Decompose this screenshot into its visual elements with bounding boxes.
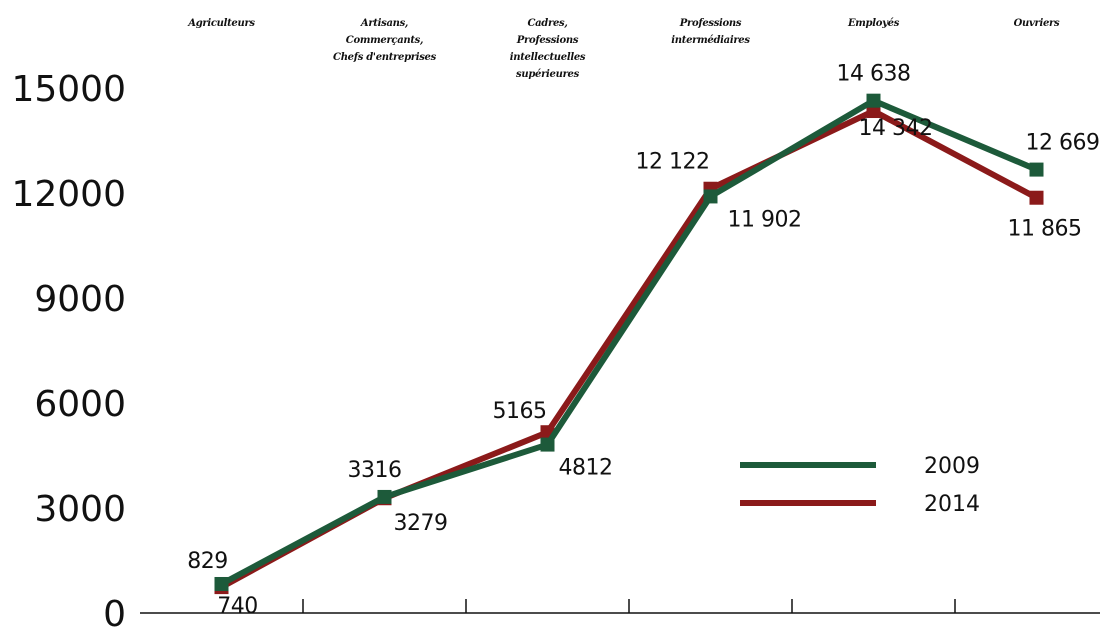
category-label-line: Chefs d'entreprises — [333, 52, 437, 63]
data-point-2009 — [377, 489, 392, 504]
category-label: Ouvriers — [1014, 18, 1061, 29]
data-point-2009 — [703, 189, 718, 204]
y-axis-ticks: 0 3000 6000 9000 12000 15000 — [11, 69, 126, 628]
data-label-2009: 12 669 — [1026, 131, 1100, 156]
data-label-2009: 829 — [187, 549, 228, 574]
y-tick-label: 9000 — [34, 279, 126, 320]
category-label-line: Ouvriers — [1014, 18, 1060, 29]
category-label-line: Professions — [679, 18, 742, 29]
data-labels: 829 3316 4812 11 902 14 638 12 669 740 3279 5165… — [187, 62, 1100, 619]
category-label-line: Professions — [516, 35, 579, 46]
data-label-2014: 740 — [217, 594, 258, 619]
category-labels: Agriculteurs Artisans, Commerçants, Chefs d… — [187, 18, 1060, 80]
legend: 2009 2014 — [740, 454, 980, 517]
category-label-line: Cadres, — [527, 18, 567, 29]
data-point-2009 — [540, 437, 555, 452]
legend-label: 2014 — [924, 492, 980, 517]
category-label: Employés — [847, 18, 900, 29]
y-tick-label: 6000 — [34, 384, 126, 425]
data-label-2014: 12 122 — [636, 150, 710, 175]
data-point-2014 — [1029, 190, 1044, 205]
category-label: Cadres, Professions intellectuelles supérie… — [510, 18, 586, 80]
data-point-2009 — [1029, 162, 1044, 177]
category-label-line: Commerçants, — [346, 35, 423, 46]
category-label: Artisans, Commerçants, Chefs d'entreprises — [333, 18, 437, 63]
category-label-line: intellectuelles — [510, 52, 586, 63]
y-tick-label: 12000 — [11, 174, 126, 215]
category-label: Professions intermédiaires — [671, 18, 750, 46]
data-label-2009: 11 902 — [728, 207, 802, 232]
y-tick-label: 0 — [103, 594, 126, 628]
category-label-line: Artisans, — [360, 18, 408, 29]
category-label-line: Employés — [847, 18, 900, 29]
data-point-2009 — [214, 576, 229, 591]
data-label-2009: 3316 — [348, 458, 402, 483]
category-label: Agriculteurs — [187, 18, 255, 29]
series-line-2009 — [218, 97, 1040, 587]
data-label-2009: 4812 — [559, 456, 613, 481]
data-label-2009: 14 638 — [837, 62, 911, 87]
legend-label: 2009 — [924, 454, 980, 479]
data-label-2014: 11 865 — [1008, 217, 1082, 242]
data-label-2014: 3279 — [394, 511, 448, 536]
data-point-2009 — [866, 93, 881, 108]
data-label-2014: 5165 — [493, 399, 547, 424]
data-label-2014: 14 342 — [859, 116, 933, 141]
x-axis — [140, 599, 1100, 614]
category-label-line: supérieures — [516, 69, 580, 80]
y-tick-label: 3000 — [34, 489, 126, 530]
series-lines — [214, 93, 1044, 595]
category-label-line: Agriculteurs — [187, 18, 255, 29]
y-tick-label: 15000 — [11, 69, 126, 110]
category-label-line: intermédiaires — [671, 35, 750, 46]
